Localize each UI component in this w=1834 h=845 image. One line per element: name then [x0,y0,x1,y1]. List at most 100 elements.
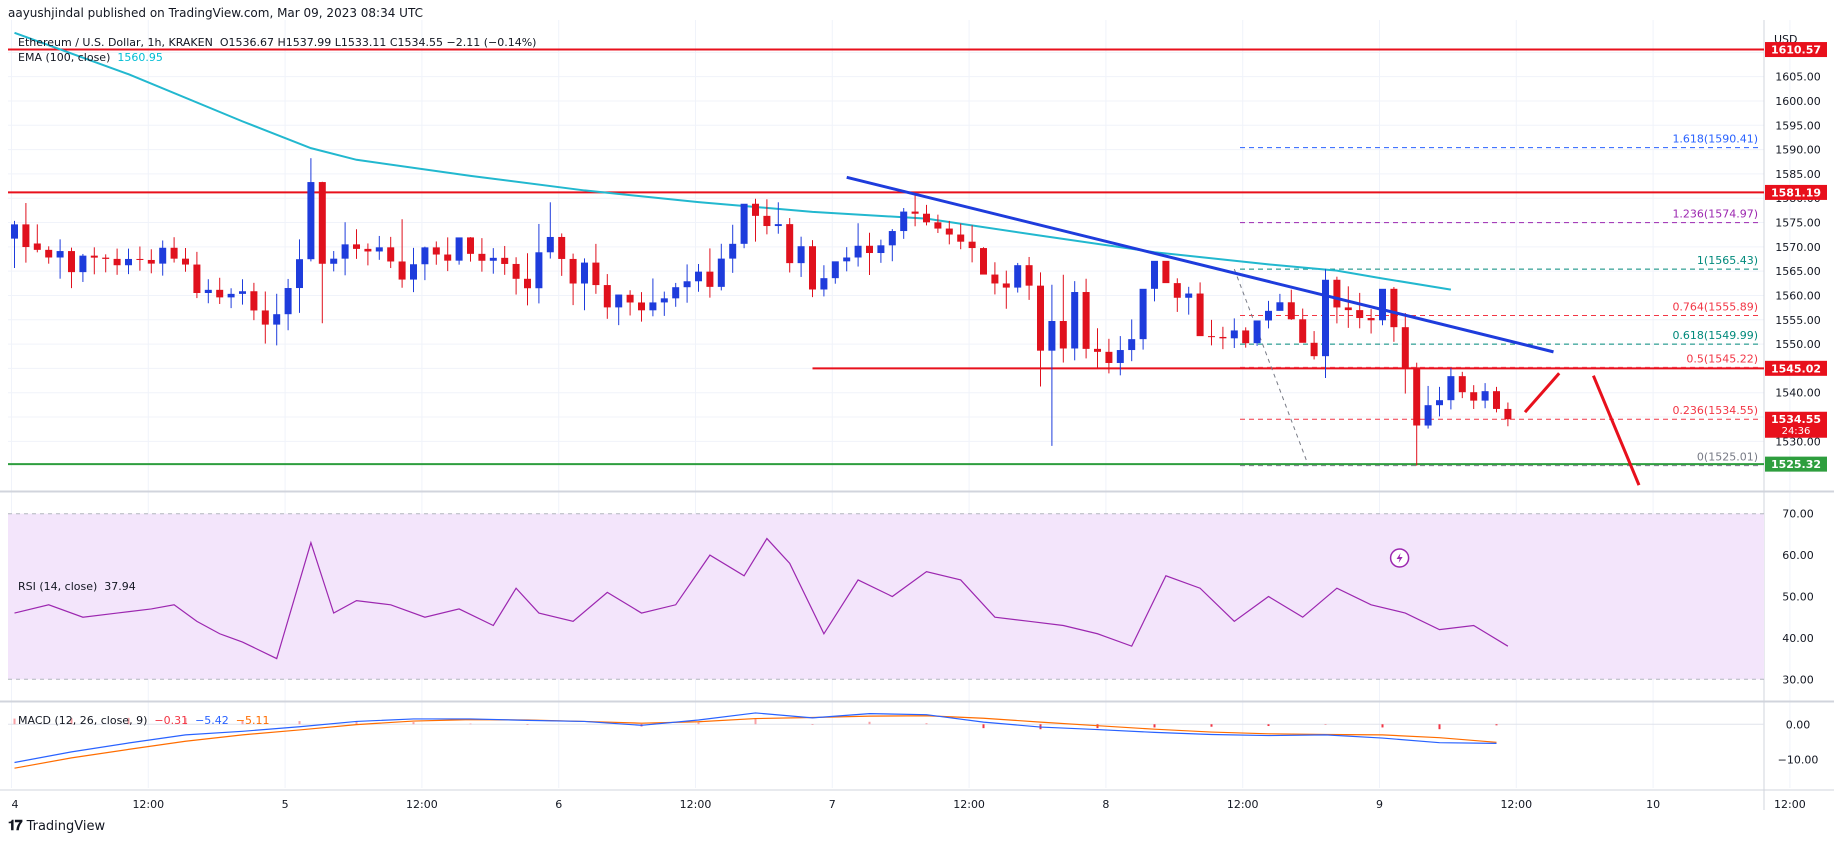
publisher-caption: aayushjindal published on TradingView.co… [8,6,423,20]
price-axis[interactable]: USD1530.001535.001540.001545.001550.0015… [1765,33,1827,472]
candle-down [432,247,440,255]
candle-up [1276,302,1284,311]
candle-down [1208,336,1215,338]
candle-up [455,237,463,261]
price-tick-label: 1570.00 [1775,241,1821,254]
price-tick-label: 1555.00 [1775,314,1821,327]
time-tick-label: 12:00 [406,798,438,811]
candle-up [535,252,543,289]
price-label-box [1765,42,1827,58]
price-tick-label: 1605.00 [1775,71,1821,84]
price-tick-label: 1560.00 [1775,289,1821,302]
candle-up [11,224,18,239]
candle-down [1287,302,1295,320]
time-tick-label: 12:00 [1774,798,1806,811]
candle-down [1025,265,1033,286]
candle-up [307,182,315,260]
price-tick-label: 1565.00 [1775,265,1821,278]
candle-up [1436,400,1443,406]
time-tick-label: 7 [829,798,836,811]
candle-up [740,203,748,244]
candle-down [945,228,953,235]
candle-down [216,289,224,298]
ema-legend-value: 1560.95 [117,51,163,64]
time-tick-label: 5 [282,798,289,811]
trendline[interactable] [846,175,1554,354]
candle-down [809,246,816,290]
candle-up [774,224,782,227]
macd-line-value: −5.42 [195,714,229,727]
time-tick-label: 12:00 [680,798,712,811]
projection-up-line [1523,372,1561,414]
price-label-box [1765,360,1827,376]
candle-up [273,314,281,325]
horizontal-levels[interactable] [8,48,1764,466]
time-tick-label: 12:00 [1500,798,1532,811]
rsi-tick-label: 50.00 [1782,591,1814,604]
candle-down [398,261,406,280]
price-label-text: 1525.32 [1771,458,1821,471]
candle-down [467,237,474,254]
fib-level-label: 0.618(1549.99) [1672,329,1758,342]
candle-up [421,247,429,265]
macd-pane[interactable]: 0.00 −10.00 [8,712,1818,769]
candle-up [1265,310,1272,321]
main-legend: Ethereum / U.S. Dollar, 1h, KRAKEN O1536… [18,35,536,65]
rsi-legend-label: RSI (14, close) [18,580,98,593]
candle-down [569,258,577,284]
time-tick-label: 10 [1646,798,1660,811]
candle-down [33,243,41,250]
candle-down [387,247,395,262]
price-label-text: 1534.55 [1771,413,1821,426]
candle-down [90,255,98,258]
time-tick-label: 12:00 [1227,798,1259,811]
chart-misc [1389,548,1410,568]
candlesticks[interactable] [11,158,1512,466]
candle-down [45,249,53,258]
candle-down [1310,342,1318,357]
candle-down [1413,368,1421,426]
candle-down [524,278,531,289]
candle-up [797,246,805,264]
candle-up [649,302,657,311]
candle-up [1424,405,1432,426]
fib-level-label: 0.764(1555.89) [1672,300,1758,313]
rsi-tick-label: 40.00 [1782,632,1814,645]
candle-down [923,213,930,223]
candle-down [1493,391,1500,409]
candle-up [729,243,737,259]
macd-tick-label: 0.00 [1786,718,1811,731]
candle-down [968,241,976,249]
candle-down [364,248,372,252]
candle-down [1242,330,1250,344]
candle-down [752,203,759,216]
time-tick-label: 8 [1102,798,1109,811]
rsi-pane[interactable]: 70.00 60.00 50.00 40.00 30.00 [14,508,1814,687]
grid-lines [0,20,1834,810]
candle-down [1401,327,1409,369]
candle-down [1196,293,1204,337]
fibonacci-levels[interactable]: 0(1525.01) 0.236(1534.55) 0.5(1545.22) 0.61… [1233,133,1758,467]
projection-arrows[interactable] [1523,372,1641,486]
candle-down [991,274,999,284]
fib-level-label: 0.5(1545.22) [1686,352,1758,365]
countdown-label: 24:36 [1782,426,1811,437]
candle-up [296,259,303,289]
candle-up [854,245,862,258]
candle-up [227,293,235,298]
time-axis[interactable]: 4 12:00 5 12:00 6 12:00 7 12:00 8 12:00 9 12:00 10 12… [12,798,1834,811]
candle-up [1014,265,1022,288]
candle-up [284,288,292,315]
candle-down [68,251,75,273]
candle-up [1071,292,1079,349]
candle-down [512,263,520,279]
macd-line [14,712,1497,764]
candle-down [558,236,566,259]
candle-up [660,298,668,303]
candle-up [581,262,588,284]
candle-up [375,247,383,252]
candle-up [877,245,885,254]
candle-up [672,287,680,299]
macd-legend-label: MACD (12, 26, close, 9) [18,714,148,727]
